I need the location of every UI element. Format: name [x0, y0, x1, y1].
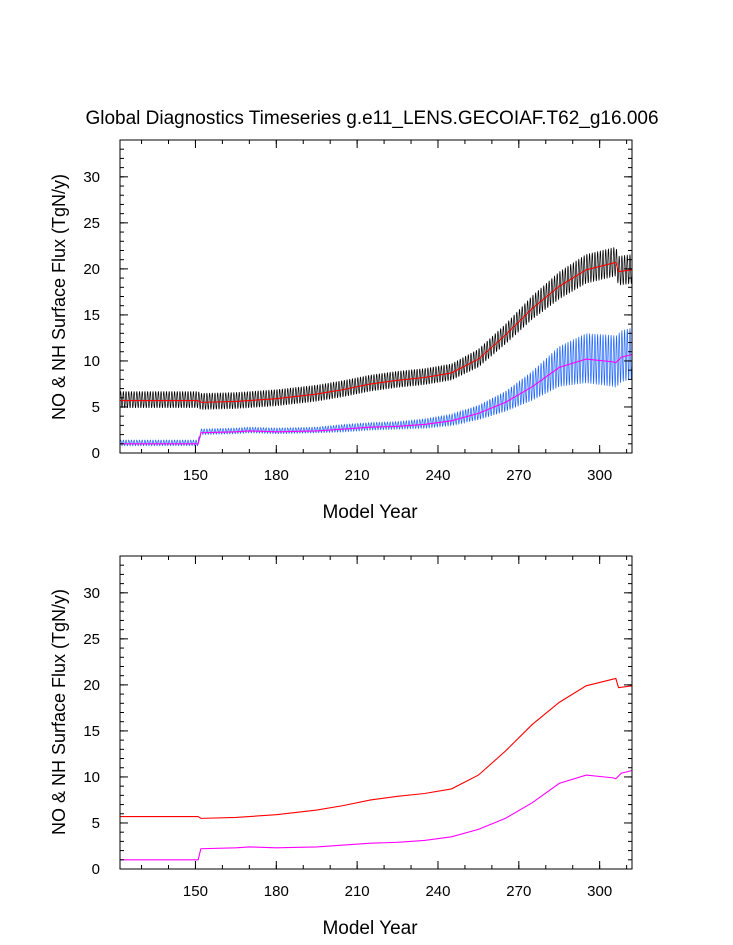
x-tick-label: 210 [345, 883, 370, 900]
series-0-3 [120, 353, 633, 445]
x-tick-label: 180 [264, 467, 289, 484]
top-panel: Model Year NO & NH Surface Flux (TgN/y) … [49, 139, 633, 523]
x-tick-label: 150 [183, 883, 208, 900]
y-tick-label: 10 [83, 353, 100, 370]
x-tick-label: 270 [506, 467, 531, 484]
y-tick-label: 30 [83, 585, 100, 602]
series-line-1-1 [120, 769, 633, 861]
top-x-axis-label: Model Year [322, 502, 418, 523]
y-tick-label: 20 [83, 261, 100, 278]
bottom-panel: Model Year NO & NH Surface Flux (TgN/y) … [49, 555, 633, 939]
plot-frame-1 [119, 555, 633, 870]
x-tick-label: 180 [264, 883, 289, 900]
chart-title: Global Diagnostics Timeseries g.e11_LENS… [85, 108, 658, 129]
y-tick-label: 5 [92, 815, 100, 832]
x-tick-label: 210 [345, 467, 370, 484]
series-line-1-0 [120, 677, 633, 819]
y-tick-label: 20 [83, 677, 100, 694]
series-1-0 [120, 677, 633, 819]
x-tick-label: 300 [587, 883, 612, 900]
x-tick-label: 150 [183, 467, 208, 484]
y-tick-label: 25 [83, 631, 100, 648]
y-tick-label: 0 [92, 861, 100, 878]
series-1-1 [120, 769, 633, 861]
x-tick-label: 240 [425, 883, 450, 900]
x-tick-label: 300 [587, 467, 612, 484]
y-tick-label: 25 [83, 215, 100, 232]
series-line-0-0 [119, 247, 633, 410]
y-tick-label: 30 [83, 169, 100, 186]
series-0-1 [120, 261, 633, 403]
y-tick-label: 15 [83, 723, 100, 740]
series-0-0 [119, 247, 633, 410]
y-tick-label: 0 [92, 445, 100, 462]
y-tick-label: 10 [83, 769, 100, 786]
bottom-y-axis-label: NO & NH Surface Flux (TgN/y) [49, 589, 69, 835]
top-y-axis-label: NO & NH Surface Flux (TgN/y) [49, 174, 69, 420]
bottom-x-axis-label: Model Year [322, 918, 418, 939]
y-tick-label: 5 [92, 399, 100, 416]
x-tick-label: 270 [506, 883, 531, 900]
y-tick-label: 15 [83, 307, 100, 324]
x-tick-label: 240 [425, 467, 450, 484]
series-line-0-3 [120, 353, 633, 445]
series-line-0-1 [120, 261, 633, 403]
